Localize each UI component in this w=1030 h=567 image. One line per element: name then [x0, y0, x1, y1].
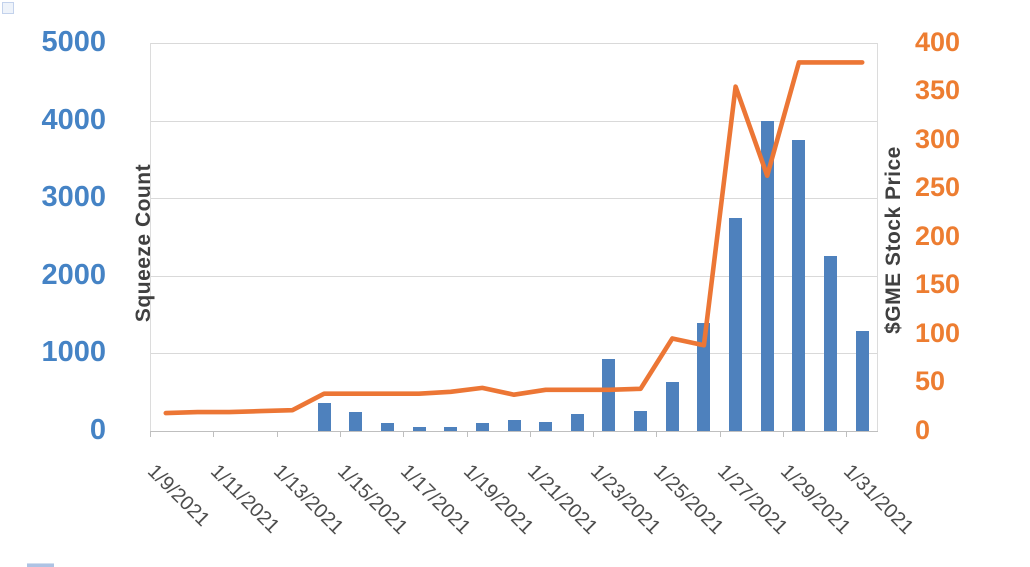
x-axis-date-label: 1/31/2021 — [839, 460, 918, 539]
bar-squeeze-count — [444, 426, 458, 431]
gme-price-line — [163, 60, 865, 416]
right-axis-tick-label: 50 — [915, 366, 946, 397]
right-axis-line — [877, 43, 878, 431]
gme-price-polyline — [163, 60, 865, 416]
x-axis-date-label: 1/9/2021 — [142, 460, 214, 531]
plot-area — [150, 43, 878, 437]
bar-squeeze-count — [824, 256, 838, 431]
x-axis-tick — [719, 430, 721, 437]
right-axis-title: $GME Stock Price — [882, 146, 905, 334]
bar-squeeze-count — [317, 402, 331, 431]
x-axis-tick — [656, 430, 658, 437]
bar-squeeze-count — [570, 414, 584, 431]
left-axis-line — [150, 43, 151, 431]
x-axis-tick — [276, 430, 278, 437]
bar-squeeze-count — [634, 411, 648, 431]
bar-squeeze-count — [760, 120, 774, 431]
left-axis-tick-label: 0 — [89, 413, 106, 446]
bar-squeeze-count — [665, 382, 679, 431]
gridline — [150, 120, 878, 122]
legend-swatch-fragment — [27, 563, 54, 567]
bar-squeeze-count — [475, 422, 489, 431]
x-axis-tick — [213, 430, 215, 437]
bar-squeeze-count — [380, 422, 394, 431]
right-axis-tick-label: 350 — [915, 75, 961, 106]
bar-squeeze-count — [602, 358, 616, 431]
right-axis-tick-label: 400 — [915, 27, 961, 57]
gridline — [150, 353, 878, 354]
left-axis-tick-label: 5000 — [41, 26, 106, 58]
left-axis-tick-label: 3000 — [41, 181, 106, 213]
right-axis-tick-label: 250 — [915, 172, 961, 203]
gridline — [150, 275, 878, 277]
right-axis-tick-label: 100 — [915, 317, 961, 348]
selection-corner-artifact — [2, 2, 14, 14]
x-axis-tick — [846, 430, 848, 437]
right-axis-tick-label: 200 — [915, 220, 961, 251]
bar-squeeze-count — [507, 420, 521, 431]
x-axis-tick — [403, 430, 405, 437]
x-axis-tick — [339, 430, 341, 437]
x-axis-tick — [593, 430, 595, 437]
x-axis-line — [150, 430, 878, 432]
bar-squeeze-count — [855, 331, 869, 431]
x-axis-tick — [529, 430, 531, 437]
bar-squeeze-count — [412, 426, 426, 431]
left-axis-tick-label: 1000 — [41, 336, 106, 368]
bar-squeeze-count — [792, 139, 806, 431]
bar-squeeze-count — [729, 218, 743, 431]
x-axis-tick — [150, 430, 151, 437]
x-axis-tick — [783, 430, 785, 437]
right-axis-tick-label: 0 — [915, 414, 931, 445]
right-axis-tick-label: 150 — [915, 269, 961, 300]
x-axis-tick — [466, 430, 468, 437]
gridline — [150, 198, 878, 199]
left-axis-title: Squeeze Count — [132, 163, 155, 323]
left-axis-tick-label: 4000 — [41, 103, 106, 136]
bar-squeeze-count — [697, 322, 711, 431]
left-axis-tick-label: 2000 — [41, 258, 106, 291]
bar-squeeze-count — [349, 411, 363, 431]
bar-squeeze-count — [539, 421, 553, 431]
gridline — [150, 43, 878, 44]
right-axis-tick-label: 300 — [915, 123, 961, 154]
